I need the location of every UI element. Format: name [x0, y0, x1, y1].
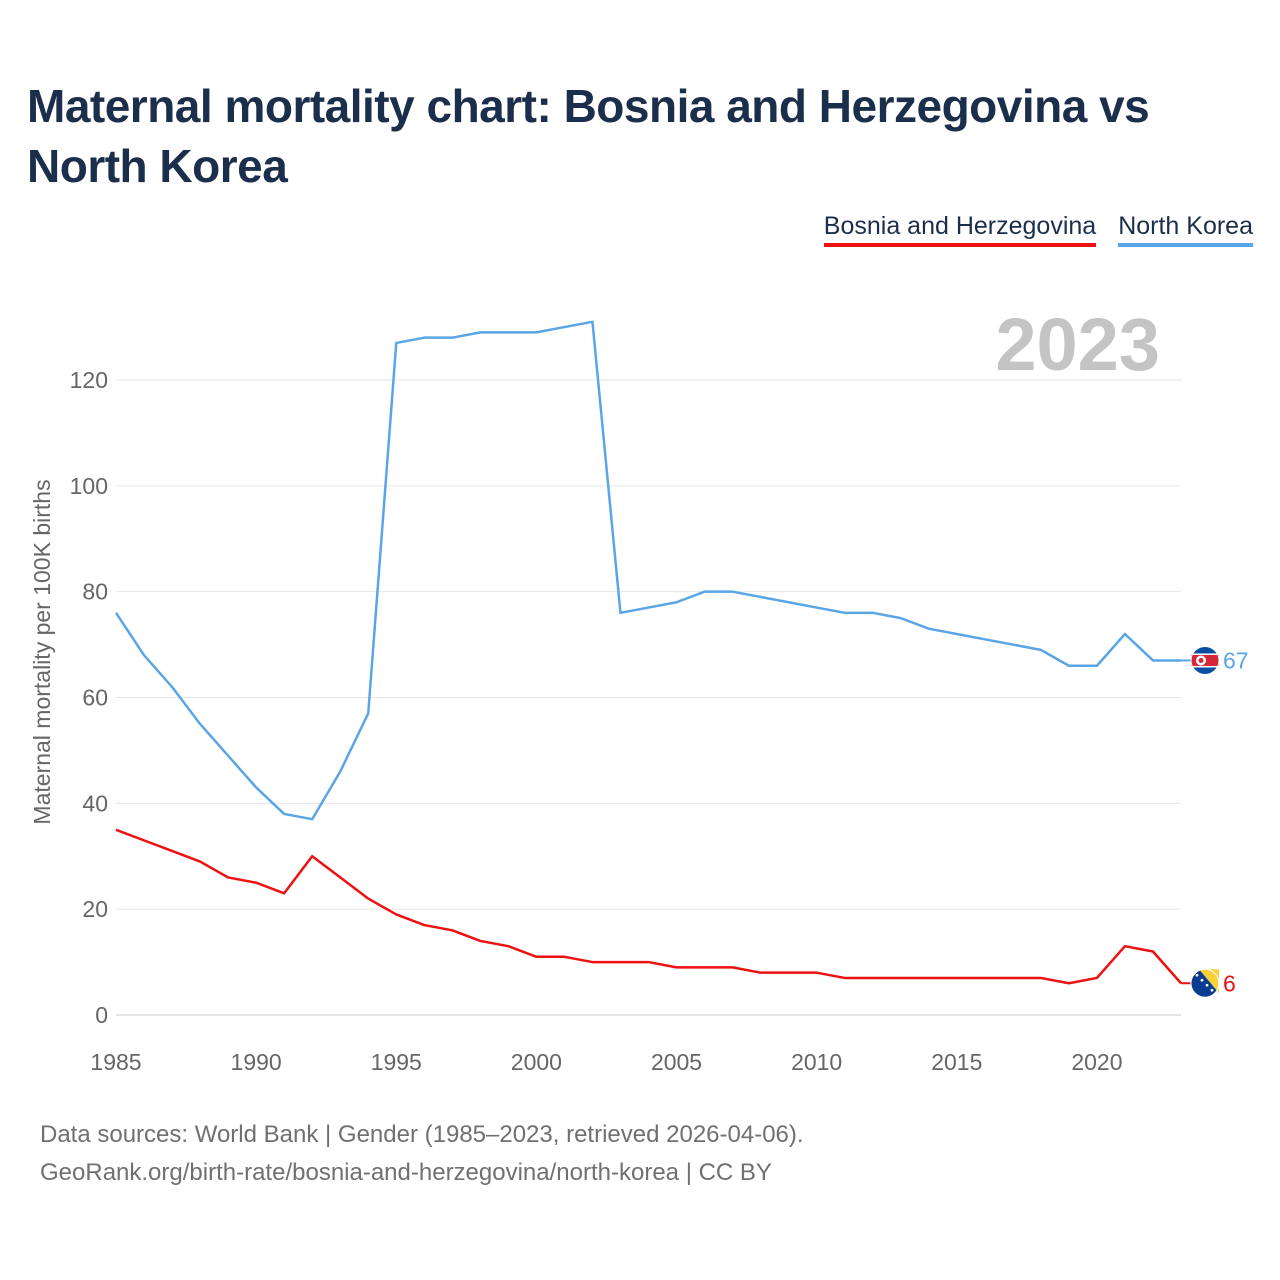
- source-link[interactable]: GeoRank.org/birth-rate/bosnia-and-herzeg…: [40, 1159, 772, 1186]
- flag-north-korea: [1190, 645, 1220, 675]
- legend: Bosnia and Herzegovina North Korea: [823, 212, 1253, 247]
- grid-lines: [116, 379, 1181, 1016]
- x-tick-label-2020: 2020: [1071, 1049, 1122, 1075]
- series-line-north-korea: [114, 320, 1181, 821]
- flag-star: [1200, 978, 1204, 982]
- flag-outline: [1190, 968, 1220, 998]
- y-tick-label-100: 100: [70, 473, 108, 499]
- flag-star: [1195, 973, 1199, 977]
- y-tick-label-20: 20: [82, 896, 108, 922]
- x-tick-label-1990: 1990: [231, 1049, 282, 1075]
- y-tick-label-0: 0: [95, 1002, 108, 1028]
- flag-star: [1205, 983, 1209, 987]
- y-tick-label-40: 40: [82, 790, 108, 816]
- end-value-label-bosnia-and-herzegovina: 6: [1223, 970, 1236, 996]
- x-tick-label-1985: 1985: [90, 1049, 141, 1075]
- year-watermark: 2023: [995, 303, 1160, 386]
- chart-title: Maternal mortality chart: Bosnia and Her…: [27, 80, 1150, 192]
- series-line-bosnia-and-herzegovina: [115, 828, 1182, 985]
- series-end-markers: 6 67: [1181, 645, 1249, 998]
- x-tick-label-2000: 2000: [511, 1049, 562, 1075]
- legend-item-north-korea[interactable]: North Korea: [1118, 212, 1253, 247]
- x-tick-label-2015: 2015: [931, 1049, 982, 1075]
- y-axis-ticks: 0 20 40 60 80 100 120: [70, 367, 108, 1028]
- y-tick-label-120: 120: [70, 367, 108, 393]
- series-lines: [114, 320, 1182, 985]
- legend-item-bosnia[interactable]: Bosnia and Herzegovina: [823, 212, 1097, 247]
- flag-triangle: [1199, 969, 1219, 994]
- flag-star: [1215, 993, 1219, 997]
- x-axis-ticks: 1985 1990 1995 2000 2005 2010 2015 2020: [90, 1049, 1122, 1075]
- x-tick-label-2010: 2010: [791, 1049, 842, 1075]
- x-tick-label-2005: 2005: [651, 1049, 702, 1075]
- y-axis-label: Maternal mortality per 100K births: [29, 479, 55, 824]
- y-tick-label-80: 80: [82, 579, 108, 605]
- footer: Data sources: World Bank | Gender (1985–…: [40, 1116, 804, 1192]
- y-tick-label-60: 60: [82, 685, 108, 711]
- end-value-label-north-korea: 67: [1223, 647, 1249, 673]
- line-chart: 0 20 40 60 80 100 120 1985 1990 1995 2000 2005 2010…: [29, 303, 1249, 1075]
- flag-star: [1210, 988, 1214, 992]
- flag-bosnia-and-herzegovina: [1190, 968, 1220, 998]
- flag-star: [1198, 657, 1204, 663]
- data-source-text: Data sources: World Bank | Gender (1985–…: [40, 1121, 804, 1148]
- x-tick-label-1995: 1995: [371, 1049, 422, 1075]
- flag-outline: [1190, 645, 1220, 675]
